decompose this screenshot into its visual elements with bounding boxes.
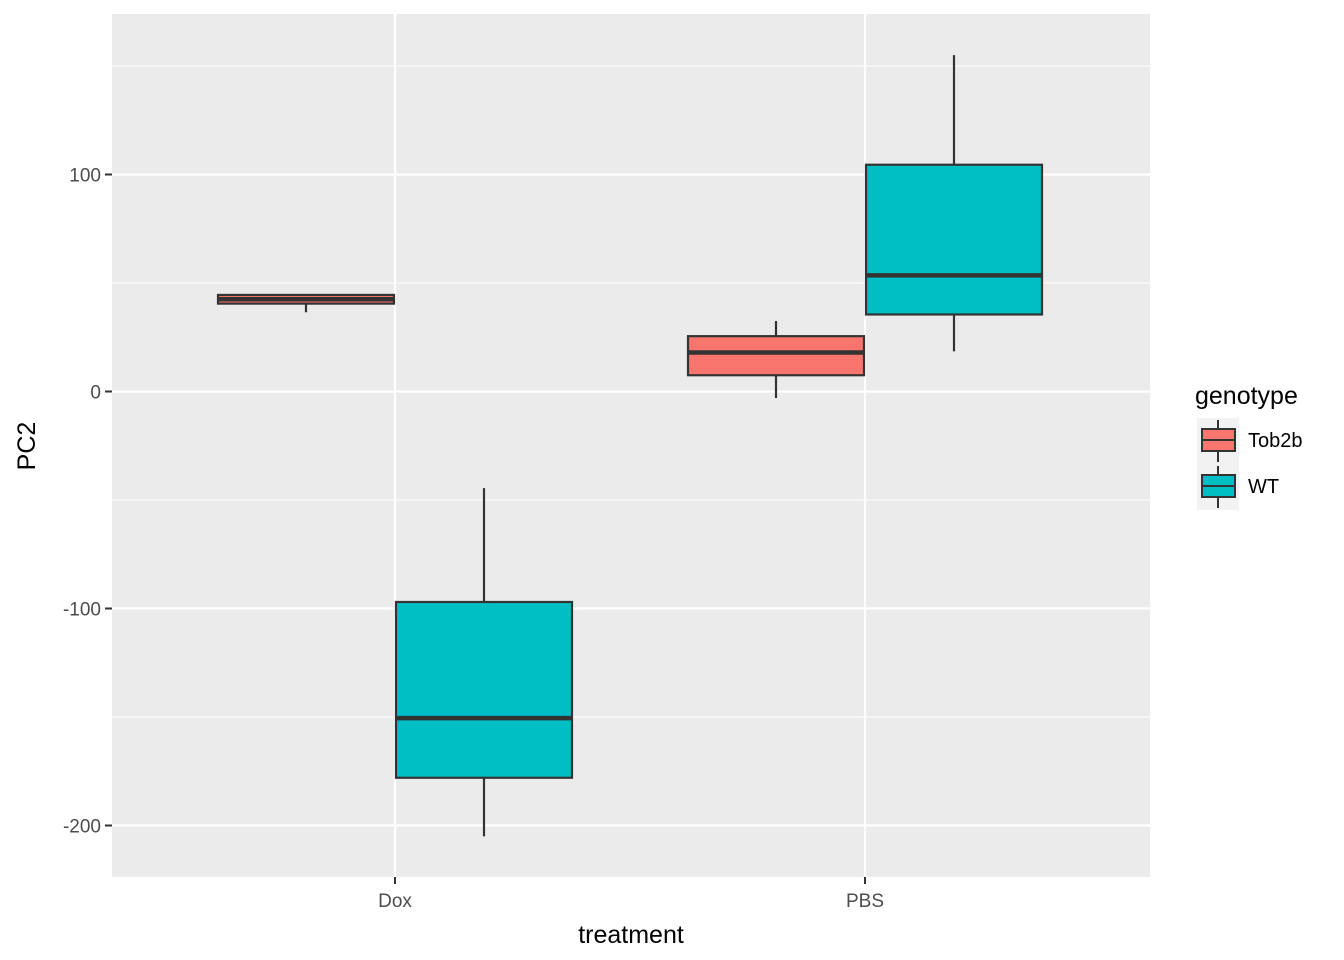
- box-wt-dox: [394, 488, 574, 837]
- y-axis-title: PC2: [13, 422, 41, 471]
- x-tick-label: Dox: [378, 891, 412, 912]
- legend-item-wt: WT: [1197, 464, 1279, 510]
- box-tob2b-dox: [216, 293, 396, 313]
- y-axis: -200 -100 0 100: [63, 166, 112, 838]
- x-axis: Dox PBS: [378, 877, 884, 912]
- box-wt-pbs: [864, 55, 1044, 352]
- x-axis-title: treatment: [578, 921, 684, 949]
- legend-title: genotype: [1195, 382, 1298, 410]
- y-tick-label: 0: [90, 383, 101, 404]
- legend-label: Tob2b: [1248, 430, 1303, 452]
- box-body: [394, 600, 574, 779]
- legend: genotype Tob2b WT: [1195, 382, 1303, 510]
- box-body: [864, 163, 1044, 316]
- y-tick-label: -100: [63, 600, 101, 621]
- box-tob2b-pbs: [686, 320, 866, 399]
- legend-item-tob2b: Tob2b: [1197, 418, 1303, 464]
- plot-panel: [112, 14, 1150, 877]
- y-tick-label: 100: [69, 166, 101, 187]
- y-tick-label: -200: [63, 817, 101, 838]
- minor-gridlines: [112, 65, 1150, 718]
- box-layer: [216, 55, 1044, 837]
- legend-label: WT: [1248, 476, 1279, 498]
- x-tick-label: PBS: [846, 891, 884, 912]
- box-body: [686, 335, 866, 377]
